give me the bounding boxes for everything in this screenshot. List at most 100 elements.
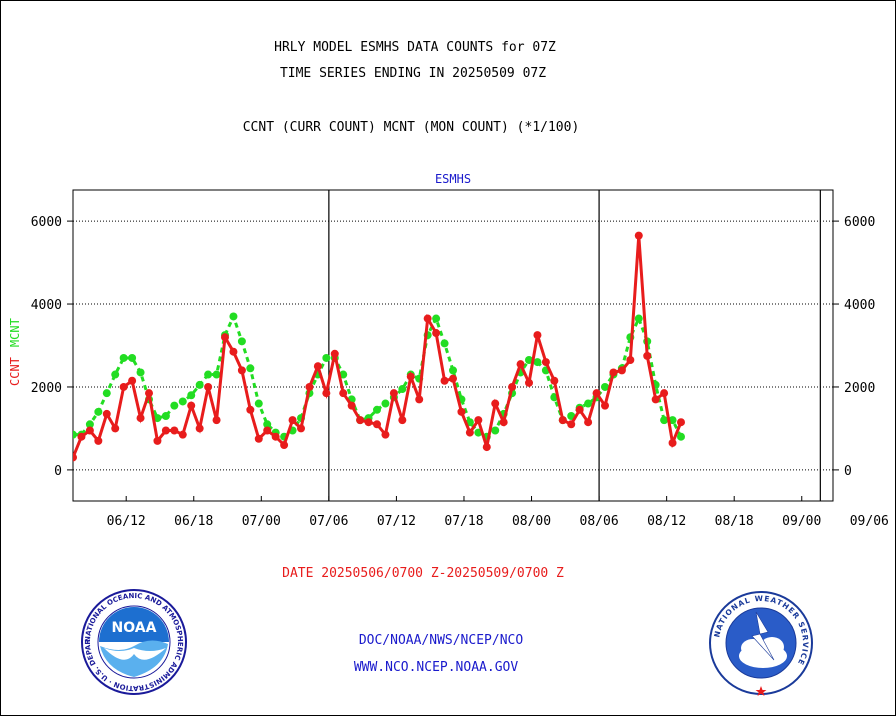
point-ccnt [541,358,550,367]
point-ccnt [288,416,297,425]
point-mcnt [533,358,542,367]
point-ccnt [221,333,229,342]
point-ccnt [381,430,390,439]
point-ccnt [271,432,280,441]
point-ccnt [533,331,542,340]
chart-subtitle: ESMHS [435,172,471,186]
point-ccnt [330,349,339,358]
point-ccnt [601,401,609,410]
point-mcnt [440,339,449,348]
point-mcnt [668,416,677,425]
point-ccnt [254,434,263,443]
y-tick-label-left: 0 [54,464,62,479]
x-tick-label: 07/18 [444,514,483,529]
point-ccnt [499,418,508,427]
point-ccnt [609,368,618,377]
point-ccnt [643,351,652,360]
point-mcnt [136,368,145,377]
point-mcnt [128,353,137,362]
org-label: DOC/NOAA/NWS/NCEP/NCO [358,633,524,648]
point-ccnt [237,366,246,375]
point-ccnt [668,438,677,447]
point-mcnt [102,389,111,398]
point-ccnt [440,376,449,385]
point-ccnt [567,420,576,429]
point-mcnt [237,337,246,346]
point-ccnt [465,428,474,437]
point-ccnt [204,382,213,391]
plot-frame [72,189,834,502]
point-mcnt [178,397,187,406]
x-tick-label: 08/12 [647,514,686,529]
point-mcnt [381,399,390,408]
point-ccnt [677,418,685,427]
point-ccnt [550,376,559,385]
chart-plot: 0 0 2000 2000 4000 4000 6000 6000 06/12 06/18 07/0… [8,172,889,529]
point-ccnt [491,399,500,408]
point-ccnt [617,366,626,375]
point-mcnt [601,382,609,391]
point-ccnt [128,376,137,385]
point-ccnt [373,420,381,429]
x-tick-label: 08/06 [580,514,619,529]
x-tick-label: 07/12 [377,514,416,529]
y-tick-label-left: 6000 [31,215,62,230]
x-tick-label: 09/06 [850,514,889,529]
point-ccnt [322,389,331,398]
point-mcnt [204,370,213,379]
point-ccnt [305,382,314,391]
point-mcnt [111,370,120,379]
point-ccnt [558,416,567,425]
point-ccnt [406,372,415,381]
point-ccnt [111,424,120,433]
date-range-label: DATE 20250506/0700 Z-20250509/0700 Z [282,566,564,581]
y-axis-label-mcnt: MCNT [8,318,22,347]
point-ccnt [145,389,153,398]
x-tick-label: 09/00 [782,514,821,529]
point-ccnt [212,416,221,425]
point-ccnt [508,382,517,391]
point-ccnt [246,405,255,414]
x-tick-label: 08/18 [715,514,754,529]
point-mcnt [660,416,669,425]
point-ccnt [356,416,365,425]
point-mcnt [373,405,381,414]
point-mcnt [85,420,94,429]
series-group [73,231,685,462]
y-tick-label-right: 0 [844,464,852,479]
y-tick-label-right: 2000 [844,381,875,396]
point-ccnt [85,426,94,435]
point-mcnt [254,399,263,408]
point-ccnt [263,426,272,435]
point-ccnt [575,405,584,414]
point-mcnt [322,353,331,362]
point-mcnt [73,430,77,439]
x-tick-label: 07/00 [242,514,281,529]
point-ccnt [449,374,457,383]
point-ccnt [626,356,635,365]
point-ccnt [178,430,187,439]
point-ccnt [634,231,643,240]
point-ccnt [229,347,238,356]
point-mcnt [449,366,457,375]
y-axis-label: CCNT MCNT [8,318,22,386]
point-ccnt [415,395,424,404]
point-ccnt [94,436,103,445]
point-mcnt [161,411,170,420]
y-axis-label-ccnt: CCNT [8,357,22,386]
x-tick-label: 08/00 [512,514,551,529]
point-ccnt [474,416,483,425]
point-ccnt [339,389,348,398]
point-mcnt [212,370,221,379]
point-mcnt [398,385,407,394]
point-ccnt [153,436,162,445]
y-tick-label-right: 6000 [844,215,875,230]
point-ccnt [102,409,111,418]
point-mcnt [584,399,593,408]
point-mcnt [634,314,643,323]
point-ccnt [195,424,204,433]
point-ccnt [660,389,669,398]
point-mcnt [195,380,204,389]
point-mcnt [677,432,685,441]
point-mcnt [263,420,272,429]
